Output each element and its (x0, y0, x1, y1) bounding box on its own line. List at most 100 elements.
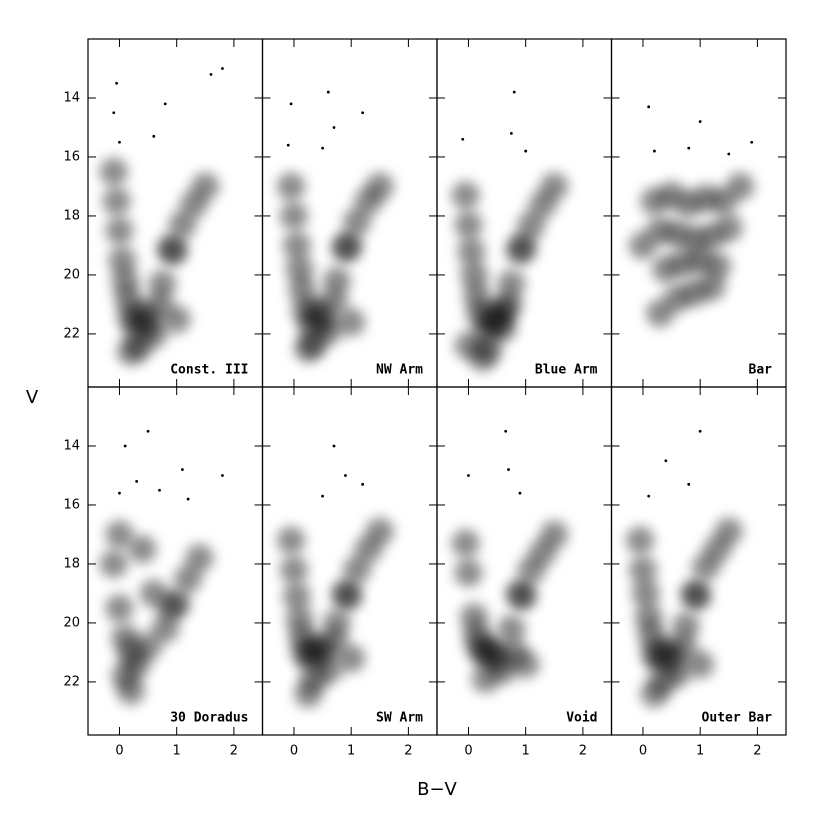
star-point (461, 137, 465, 141)
density-point (116, 337, 145, 366)
panel (277, 90, 394, 363)
density-point (139, 579, 168, 608)
density-point (168, 210, 197, 239)
density-point (468, 343, 497, 372)
density-point (294, 334, 323, 363)
density-point (294, 679, 323, 708)
star-point (509, 131, 513, 135)
star-point (221, 67, 224, 70)
density-point (139, 319, 168, 348)
density-point (626, 526, 655, 555)
density-point (640, 679, 669, 708)
density-point (669, 632, 698, 661)
star-point (321, 494, 324, 498)
density-point (277, 172, 306, 201)
x-axis-label: B−V (417, 779, 457, 800)
density-point (279, 201, 308, 230)
star-point (123, 444, 127, 448)
star-point (512, 90, 516, 94)
x-tick-label: 0 (464, 744, 472, 759)
density-point (631, 579, 660, 608)
star-point (653, 149, 656, 153)
star-point (698, 120, 702, 123)
density-point (128, 535, 157, 564)
star-point (112, 111, 116, 115)
density-point (314, 656, 343, 685)
y-tick-label: 18 (63, 208, 80, 223)
density-point (162, 305, 191, 334)
panel (99, 429, 224, 705)
density-point (714, 517, 743, 546)
density-point (322, 266, 351, 295)
panel (99, 67, 224, 366)
y-tick-label: 16 (63, 497, 80, 512)
density-point (102, 187, 131, 216)
panel-frame (610, 386, 787, 736)
density-point (320, 626, 349, 655)
y-tick-label: 16 (63, 149, 80, 164)
density-point (726, 172, 755, 201)
density-point (646, 299, 675, 328)
density-point (282, 582, 311, 611)
star-point (518, 491, 522, 495)
panel-label: SW Arm (376, 711, 423, 726)
density-point (99, 157, 128, 186)
x-tick-label: 1 (347, 744, 355, 759)
density-point (334, 582, 363, 611)
density-point (454, 558, 483, 587)
star-point (289, 102, 293, 106)
y-tick-label: 22 (63, 326, 80, 341)
star-point (221, 474, 224, 477)
density-point (488, 296, 517, 325)
x-tick-label: 2 (230, 744, 238, 759)
density-point (471, 664, 500, 693)
density-point (451, 529, 480, 558)
density-point (686, 650, 715, 679)
star-point (326, 90, 330, 94)
y-tick-label: 20 (63, 267, 80, 282)
panel-label: Void (566, 711, 597, 726)
density-point (365, 172, 394, 201)
panel (626, 429, 743, 708)
density-point (288, 275, 317, 304)
density-point (460, 260, 489, 289)
panel (451, 90, 569, 372)
star-point (332, 444, 336, 448)
panel (277, 444, 394, 708)
star-point (687, 146, 691, 150)
density-point (151, 614, 180, 643)
x-tick-label: 0 (290, 744, 298, 759)
panel-label: Blue Arm (535, 363, 598, 378)
density-point (279, 555, 308, 584)
x-tick-label: 2 (579, 744, 587, 759)
density-point (134, 632, 163, 661)
panel (451, 429, 569, 693)
density-point (342, 207, 371, 236)
density-point (185, 544, 214, 573)
density-point (334, 231, 363, 260)
star-point (186, 497, 190, 501)
star-point (727, 152, 731, 156)
density-point (451, 181, 480, 210)
density-point (174, 564, 203, 593)
density-point (162, 588, 191, 617)
star-point (647, 105, 651, 109)
star-point (332, 126, 336, 129)
star-point (687, 482, 691, 486)
x-tick-label: 1 (522, 744, 530, 759)
star-point (524, 149, 528, 153)
x-tick-label: 1 (173, 744, 181, 759)
density-point (663, 659, 692, 688)
density-point (282, 231, 311, 260)
density-point (277, 526, 306, 555)
star-point (750, 140, 754, 144)
x-tick-label: 0 (639, 744, 647, 759)
star-point (467, 474, 470, 477)
density-point (540, 520, 569, 549)
star-point (507, 468, 510, 471)
density-point (365, 517, 394, 546)
density-point (105, 216, 134, 245)
density-point (342, 555, 371, 584)
density-point (337, 644, 366, 673)
